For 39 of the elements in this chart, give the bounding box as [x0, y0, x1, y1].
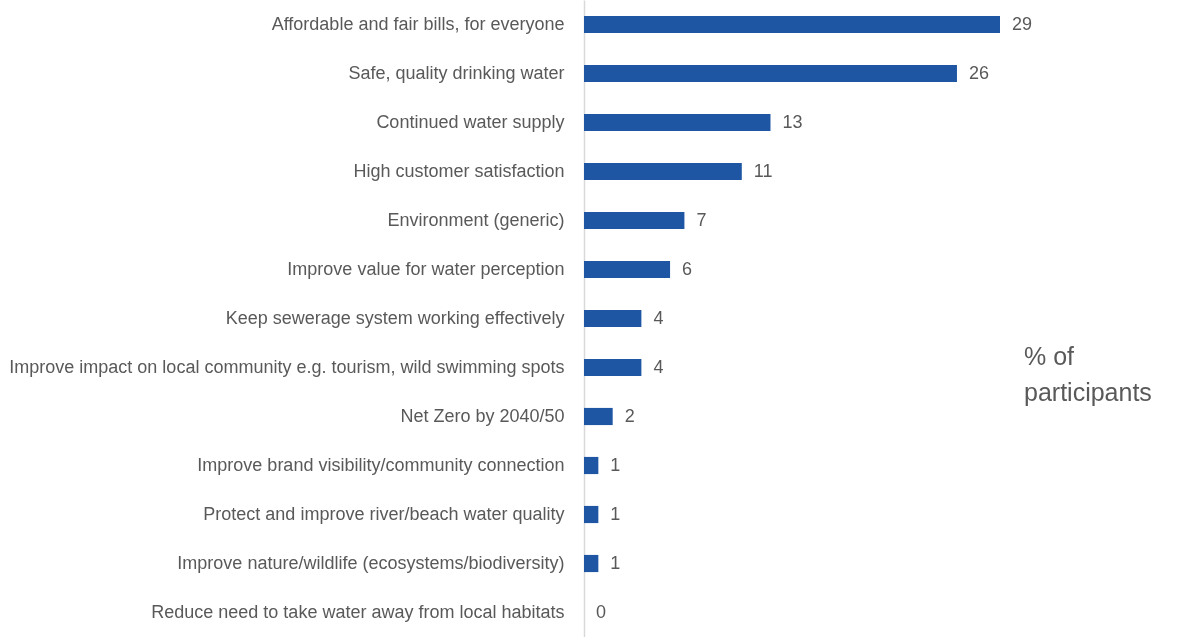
- y-tick-label: Protect and improve river/beach water quality: [203, 503, 565, 524]
- y-tick-label: Environment (generic): [387, 209, 565, 230]
- bar: [584, 211, 685, 230]
- y-tick-label: Safe, quality drinking water: [348, 62, 565, 83]
- data-label: 1: [610, 454, 621, 475]
- bar: [584, 162, 742, 181]
- data-label: 1: [610, 503, 621, 524]
- y-tick-label: Improve value for water perception: [287, 258, 565, 279]
- y-tick-label: Improve brand visibility/community connection: [197, 454, 565, 475]
- data-label: 0: [596, 601, 607, 622]
- bar: [584, 260, 671, 279]
- data-label: 11: [753, 160, 773, 181]
- bar: [584, 456, 599, 475]
- bar: [584, 309, 642, 328]
- y-tick-label: Improve nature/wildlife (ecosystems/biodiversity): [177, 552, 565, 573]
- data-label: 2: [624, 405, 635, 426]
- data-label: 13: [782, 111, 803, 132]
- bar: [584, 505, 599, 524]
- y-tick-label: Net Zero by 2040/50: [400, 405, 565, 426]
- bar: [584, 358, 642, 377]
- bar: [584, 113, 771, 132]
- y-tick-label: Improve impact on local community e.g. tourism, wild swimming spots: [9, 356, 565, 377]
- data-label: 4: [653, 307, 664, 328]
- data-label: 1: [610, 552, 621, 573]
- y-tick-label: Affordable and fair bills, for everyone: [271, 13, 565, 34]
- data-label: 6: [682, 258, 693, 279]
- data-label: 29: [1012, 13, 1033, 34]
- bar: [584, 64, 957, 83]
- bar: [584, 407, 613, 426]
- bar: [584, 554, 599, 573]
- y-tick-label: High customer satisfaction: [353, 160, 565, 181]
- y-tick-label: Continued water supply: [376, 111, 565, 132]
- y-tick-label: Keep sewerage system working effectively: [225, 307, 565, 328]
- text: % of participants: [1024, 341, 1153, 408]
- data-label: 26: [968, 62, 989, 83]
- data-label: 4: [653, 356, 664, 377]
- y-tick-label: Reduce need to take water away from local habitats: [151, 601, 565, 622]
- bar: [584, 15, 1000, 34]
- data-label: 7: [696, 209, 707, 230]
